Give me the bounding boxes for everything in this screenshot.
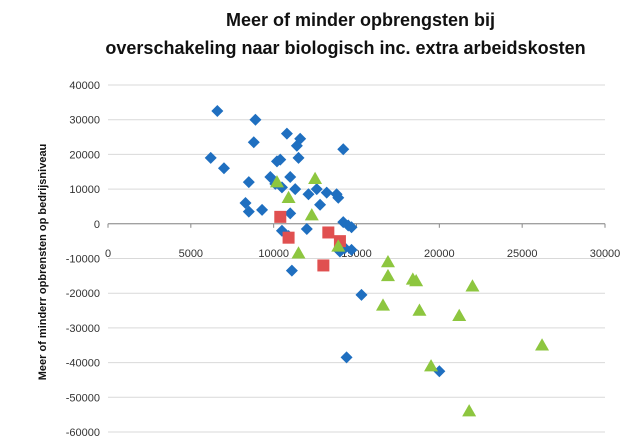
data-point-diamond bbox=[433, 365, 446, 378]
data-point-diamond bbox=[204, 151, 217, 164]
data-point-triangle bbox=[380, 268, 395, 282]
data-point-triangle bbox=[281, 190, 296, 204]
y-tick-label: -50000 bbox=[66, 392, 100, 404]
data-point-triangle bbox=[452, 308, 467, 322]
data-point-triangle bbox=[535, 338, 550, 351]
x-tick-label: 10000 bbox=[258, 248, 289, 260]
data-point-triangle bbox=[424, 359, 439, 372]
data-point-diamond bbox=[310, 183, 323, 196]
data-point-triangle bbox=[465, 279, 480, 292]
data-point-diamond bbox=[300, 223, 313, 236]
y-tick-label: -40000 bbox=[66, 358, 100, 370]
data-point-square bbox=[317, 259, 330, 272]
data-point-triangle bbox=[412, 303, 427, 316]
data-point-triangle bbox=[304, 208, 319, 221]
data-point-diamond bbox=[247, 136, 260, 149]
data-point-diamond bbox=[345, 243, 358, 256]
data-point-diamond bbox=[345, 221, 358, 234]
y-tick-label: 30000 bbox=[69, 115, 100, 127]
y-tick-label: -20000 bbox=[66, 288, 100, 300]
y-tick-label: 0 bbox=[94, 219, 100, 231]
data-point-diamond bbox=[284, 207, 297, 220]
data-point-triangle bbox=[376, 298, 391, 311]
data-point-triangle bbox=[331, 239, 346, 252]
y-tick-label: -10000 bbox=[66, 254, 100, 266]
y-tick-label: -60000 bbox=[66, 427, 100, 438]
data-point-diamond bbox=[292, 151, 305, 164]
data-point-triangle bbox=[308, 171, 323, 184]
data-point-diamond bbox=[289, 183, 302, 196]
data-point-diamond bbox=[217, 162, 230, 175]
data-point-diamond bbox=[284, 170, 297, 183]
data-point-diamond bbox=[285, 264, 298, 277]
x-tick-label: 20000 bbox=[424, 248, 455, 260]
data-point-square bbox=[282, 231, 295, 244]
data-point-triangle bbox=[409, 274, 424, 287]
data-point-triangle bbox=[291, 246, 306, 259]
data-point-diamond bbox=[242, 205, 255, 218]
data-point-diamond bbox=[320, 186, 333, 199]
chart-title-line-1: Meer of minder opbrengsten bij bbox=[225, 10, 496, 30]
y-tick-label: 10000 bbox=[69, 184, 100, 196]
x-tick-label: 25000 bbox=[507, 248, 538, 260]
data-point-diamond bbox=[340, 351, 353, 364]
data-point-triangle bbox=[269, 175, 284, 188]
data-point-square bbox=[274, 210, 287, 223]
x-tick-label: 5000 bbox=[179, 248, 203, 260]
chart-title-line-2: overschakeling naar biologisch inc. extr… bbox=[105, 38, 586, 58]
y-tick-label: 20000 bbox=[69, 149, 100, 161]
data-point-diamond bbox=[332, 191, 345, 204]
data-point-diamond bbox=[280, 127, 293, 140]
data-point-diamond bbox=[249, 113, 262, 126]
x-tick-label: 0 bbox=[105, 248, 111, 260]
data-point-square bbox=[322, 226, 335, 239]
data-point-triangle bbox=[380, 254, 395, 268]
data-point-diamond bbox=[274, 153, 287, 166]
data-point-diamond bbox=[242, 176, 255, 189]
data-point-diamond bbox=[256, 203, 269, 216]
y-tick-label: 40000 bbox=[69, 80, 100, 92]
data-point-diamond bbox=[355, 288, 368, 301]
y-axis-label: Meer of minderr opbrensten op bedrijsniv… bbox=[37, 144, 49, 381]
data-point-diamond bbox=[294, 132, 307, 145]
x-tick-label: 30000 bbox=[590, 248, 621, 260]
data-point-triangle bbox=[462, 404, 477, 417]
data-point-diamond bbox=[337, 143, 350, 156]
data-point-diamond bbox=[314, 198, 327, 211]
data-point-diamond bbox=[211, 105, 224, 118]
y-tick-label: -30000 bbox=[66, 323, 100, 335]
data-point-diamond bbox=[302, 188, 315, 201]
